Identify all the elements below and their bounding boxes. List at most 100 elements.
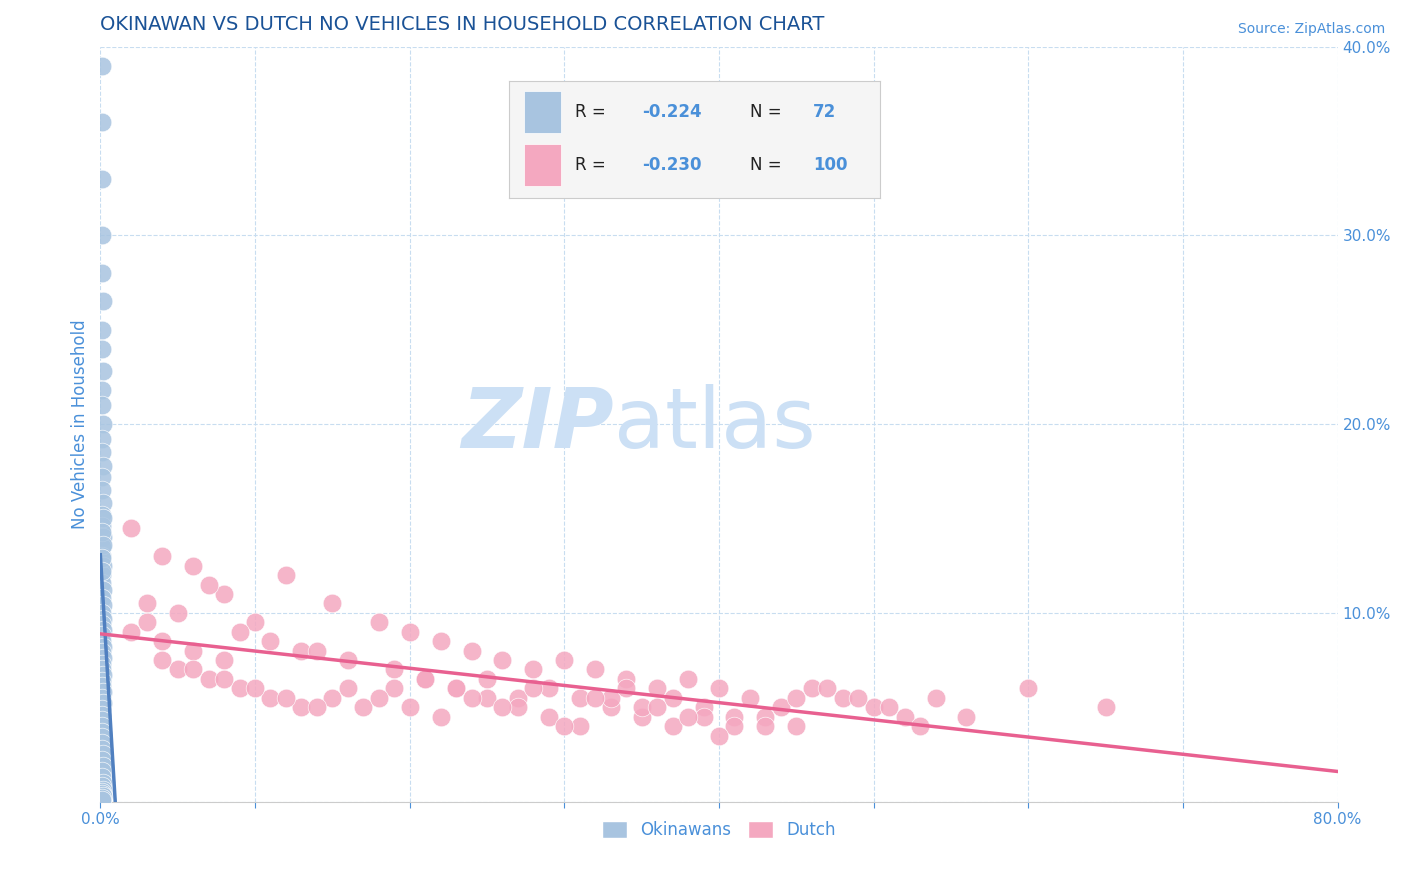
Point [166, 663, 188, 677]
Point [274, 690, 297, 705]
Point [537, 681, 560, 696]
Point [955, 709, 977, 723]
Point [692, 700, 714, 714]
Point [522, 681, 544, 696]
Point [90, 790, 112, 805]
Point [707, 729, 730, 743]
Point [90, 342, 112, 356]
Point [553, 653, 575, 667]
Point [893, 709, 915, 723]
Point [382, 681, 405, 696]
Point [93, 583, 115, 598]
Point [93, 496, 115, 510]
Point [645, 700, 668, 714]
Point [367, 615, 389, 630]
Point [630, 700, 652, 714]
Point [90, 657, 112, 671]
Point [90, 645, 112, 659]
Point [93, 611, 115, 625]
Legend: Okinawans, Dutch: Okinawans, Dutch [595, 814, 842, 847]
Point [93, 364, 115, 378]
Point [676, 672, 699, 686]
Text: Source: ZipAtlas.com: Source: ZipAtlas.com [1237, 22, 1385, 37]
Point [90, 673, 112, 688]
Point [150, 549, 173, 564]
Point [90, 470, 112, 484]
Point [181, 558, 204, 573]
Point [90, 770, 112, 784]
Point [676, 709, 699, 723]
Point [243, 615, 266, 630]
Point [90, 787, 112, 801]
Point [537, 709, 560, 723]
Point [444, 681, 467, 696]
Point [599, 690, 621, 705]
Text: atlas: atlas [614, 384, 815, 465]
Point [336, 681, 359, 696]
Point [645, 681, 668, 696]
Point [522, 663, 544, 677]
Point [90, 707, 112, 722]
Point [90, 383, 112, 397]
Point [908, 719, 931, 733]
Point [90, 483, 112, 498]
Point [90, 508, 112, 522]
Point [197, 577, 219, 591]
Point [692, 709, 714, 723]
Point [815, 681, 838, 696]
Point [93, 789, 115, 803]
Point [475, 672, 498, 686]
Point [491, 653, 513, 667]
Point [243, 681, 266, 696]
Point [583, 690, 606, 705]
Point [90, 753, 112, 767]
Point [321, 596, 343, 610]
Point [93, 685, 115, 699]
Point [460, 643, 482, 657]
Point [785, 719, 807, 733]
Point [90, 702, 112, 716]
Point [90, 780, 112, 794]
Point [90, 634, 112, 648]
Point [93, 623, 115, 637]
Point [93, 530, 115, 544]
Point [90, 719, 112, 733]
Point [228, 624, 250, 639]
Point [290, 643, 312, 657]
Point [90, 323, 112, 337]
Point [290, 700, 312, 714]
Point [90, 714, 112, 728]
Point [553, 719, 575, 733]
Point [93, 511, 115, 525]
Point [90, 663, 112, 677]
Point [228, 681, 250, 696]
Point [831, 690, 853, 705]
Point [90, 115, 112, 129]
Point [506, 690, 529, 705]
Point [90, 741, 112, 756]
Point [90, 58, 112, 72]
Point [785, 690, 807, 705]
Point [583, 663, 606, 677]
Point [93, 747, 115, 762]
Point [93, 758, 115, 772]
Point [90, 549, 112, 564]
Point [90, 793, 112, 807]
Point [93, 458, 115, 473]
Point [274, 568, 297, 582]
Point [90, 575, 112, 590]
Point [305, 643, 328, 657]
Point [90, 551, 112, 566]
Point [90, 524, 112, 539]
Point [321, 690, 343, 705]
Point [120, 624, 142, 639]
Point [754, 719, 776, 733]
Point [212, 672, 235, 686]
Point [93, 640, 115, 654]
Point [506, 700, 529, 714]
Point [413, 672, 436, 686]
Point [614, 672, 637, 686]
Point [93, 668, 115, 682]
Point [382, 663, 405, 677]
Point [90, 432, 112, 446]
